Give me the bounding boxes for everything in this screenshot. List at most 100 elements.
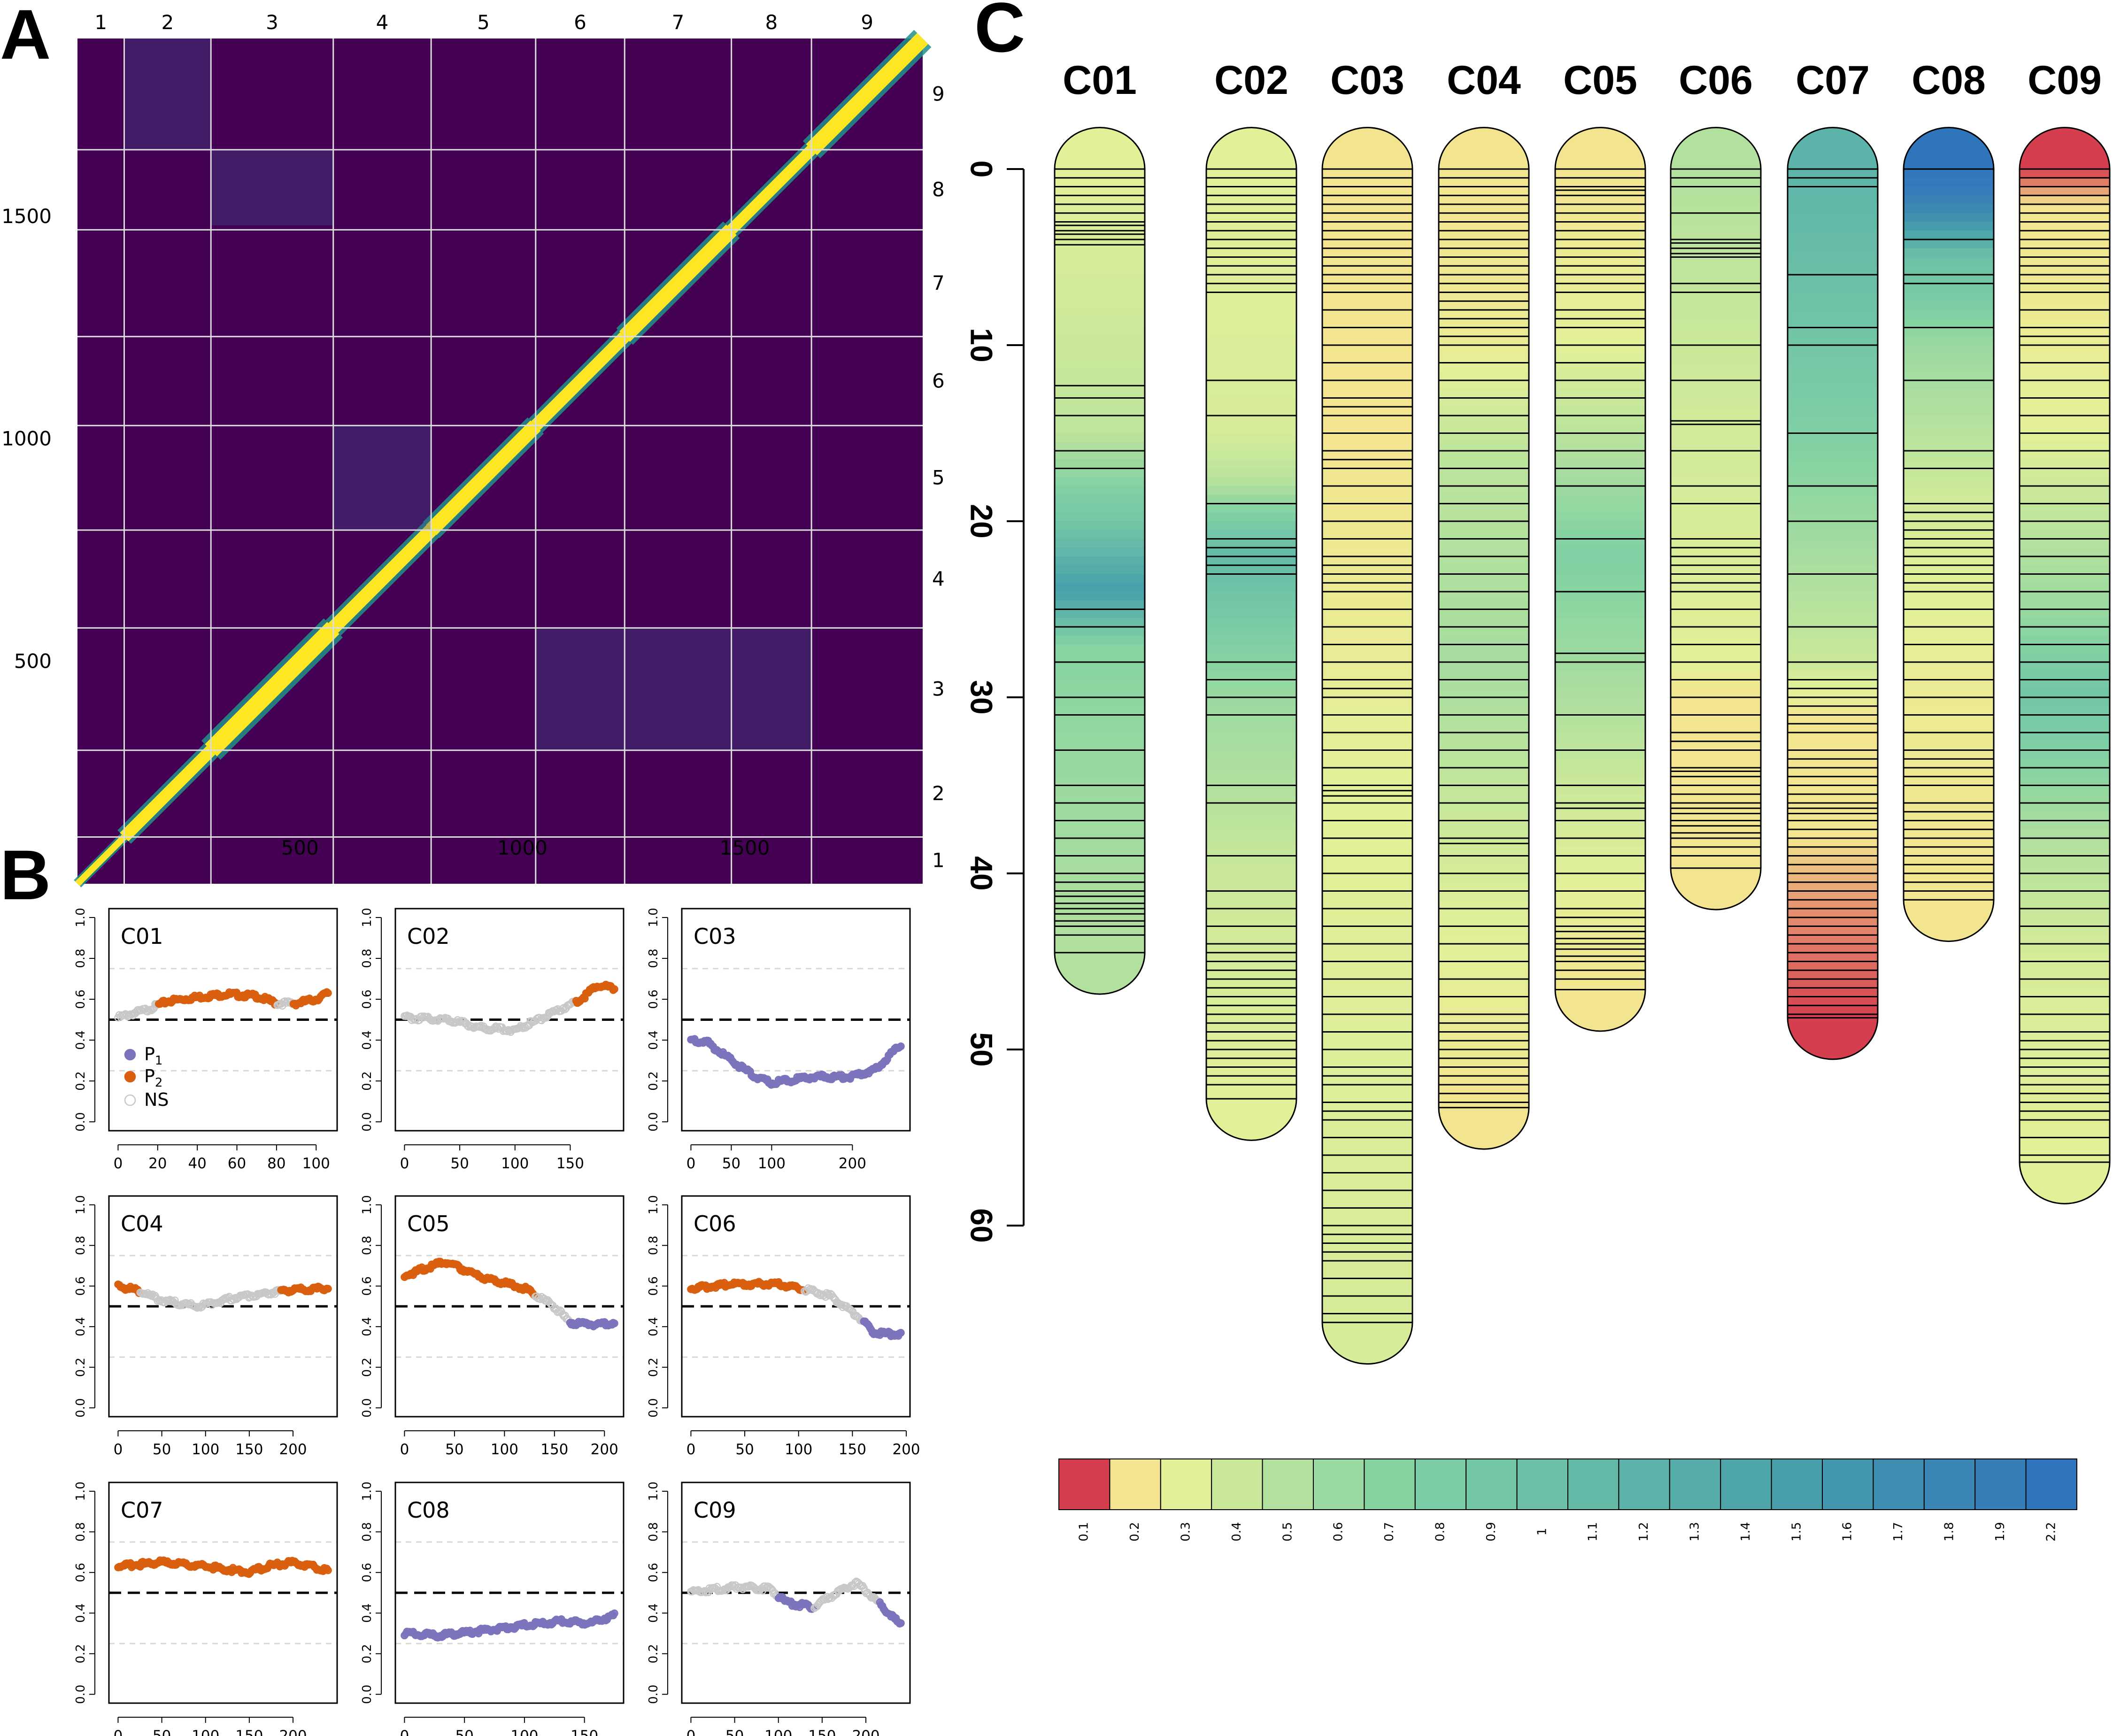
chromosome-segment (1322, 1014, 1412, 1024)
chromosome-segment (1439, 512, 1529, 522)
chromosome-segment (1206, 944, 1296, 953)
chromosome-segment (1439, 345, 1529, 355)
chromosome-segment (1439, 803, 1529, 812)
chromosome-segment (2020, 177, 2110, 187)
chromosome-segment (1788, 768, 1878, 777)
chromosome-segment (1206, 459, 1296, 469)
chromosome-segment (1439, 741, 1529, 751)
chromosome-segment (1055, 310, 1145, 319)
chromosome-segment (1322, 327, 1412, 337)
chromosome-segment (1439, 750, 1529, 760)
chromosome-segment (1206, 398, 1296, 408)
y-tick-label: 0.4 (647, 1030, 661, 1049)
chromosome-segment (1206, 494, 1296, 504)
y-tick-label: 0.8 (74, 1236, 88, 1255)
chromosome-segment (1439, 662, 1529, 671)
chromosome-segment (1788, 909, 1878, 918)
chromosome-segment (1055, 530, 1145, 540)
chromosome-segment (1788, 318, 1878, 328)
heatmap-y-tick: 1000 (1, 427, 52, 450)
chromosome-segment (1439, 688, 1529, 698)
chromosome-segment (1671, 424, 1761, 434)
chromosome-segment (1206, 548, 1296, 557)
chromosome-segment (1555, 574, 1645, 584)
chromosome-segment (2020, 548, 2110, 557)
panel-label-b: B (0, 835, 51, 914)
chromosome-segment (1904, 442, 1994, 451)
chromosome-segment (1055, 697, 1145, 707)
chromosome-segment (1322, 864, 1412, 874)
chromosome-segment (1904, 530, 1994, 540)
chromosome-segment (1322, 944, 1412, 953)
chromosome-name: C02 (1214, 58, 1288, 103)
scale-swatch (1974, 1458, 2027, 1510)
chromosome-segment (1322, 979, 1412, 988)
chromosome-cap-top (1439, 127, 1529, 170)
chromosome-segment (1439, 556, 1529, 566)
chromosome-segment (1055, 301, 1145, 310)
scale-label: 1.1 (1586, 1522, 1600, 1541)
chromosome-segment (1322, 627, 1412, 636)
chromosome-segment (1788, 609, 1878, 619)
chromosome-segment (1322, 926, 1412, 936)
chromosome-segment (1055, 679, 1145, 689)
x-tick-label: 150 (571, 1728, 598, 1736)
chromosome-segment (1322, 1067, 1412, 1077)
chromosome-segment (1439, 794, 1529, 803)
chromosome-segment (1322, 204, 1412, 214)
legend-marker (124, 1094, 136, 1106)
y-tick-label: 1.0 (74, 1481, 88, 1501)
chromosome-cap-bottom (1206, 1098, 1296, 1141)
chromosome-segment (1439, 459, 1529, 469)
plot-frame (681, 908, 911, 1132)
chromosome-segment (1439, 944, 1529, 953)
chromosome-segment (1206, 926, 1296, 936)
chromosome-segment (1904, 794, 1994, 803)
chromosome-segment (2020, 301, 2110, 310)
chromosome-segment (2020, 345, 2110, 355)
chromosome-segment (1206, 679, 1296, 689)
chromosome-segment (1322, 398, 1412, 408)
chromosome-segment (2020, 671, 2110, 680)
chromosome-segment (1055, 494, 1145, 504)
chromosome-segment (1206, 662, 1296, 671)
chromosome-segment (2020, 424, 2110, 434)
chromosome-segment (1055, 635, 1145, 645)
chromosome-segment (1555, 257, 1645, 267)
legend-marker (124, 1071, 136, 1083)
chromosome-segment (2020, 733, 2110, 742)
diagonal-block (727, 146, 816, 234)
chromosome-segment (1904, 627, 1994, 636)
chromosome-segment (2020, 979, 2110, 988)
heatmap-chromosome-label-top: 4 (376, 11, 389, 34)
chromosome-segment (2020, 679, 2110, 689)
chromosome-segment (1788, 433, 1878, 443)
chromosome-segment (2020, 433, 2110, 443)
chromosome-segment (1206, 803, 1296, 812)
chromosome-segment (1055, 336, 1145, 346)
chromosome-segment (1439, 988, 1529, 997)
chromosome-segment (2020, 442, 2110, 451)
chromosome-segment (1904, 248, 1994, 258)
x-tick-label: 100 (491, 1441, 518, 1458)
chromosome-segment (1788, 494, 1878, 504)
chromosome-segment (1055, 671, 1145, 680)
chromosome-cap-top (1555, 127, 1645, 170)
chromosome-segment (1555, 829, 1645, 839)
plot-title: C05 (407, 1211, 450, 1236)
chromosome-segment (1671, 715, 1761, 725)
chromosome-segment (2020, 811, 2110, 821)
scale-label: 0.4 (1230, 1522, 1244, 1541)
chromosome-segment (1322, 548, 1412, 557)
chromosome-segment (1055, 512, 1145, 522)
chromosome-segment (1206, 891, 1296, 901)
chromosome-cap-top (1904, 127, 1994, 170)
chromosome-segment (1671, 759, 1761, 768)
heatmap-chromosome-label-top: 1 (94, 11, 107, 34)
chromosome-segment (1788, 266, 1878, 275)
chromosome-segment (1439, 503, 1529, 513)
chromosome-segment (1055, 186, 1145, 196)
chromosome-segment (1671, 679, 1761, 689)
chromosome-segment (1439, 565, 1529, 575)
chromosome-segment (2020, 336, 2110, 346)
